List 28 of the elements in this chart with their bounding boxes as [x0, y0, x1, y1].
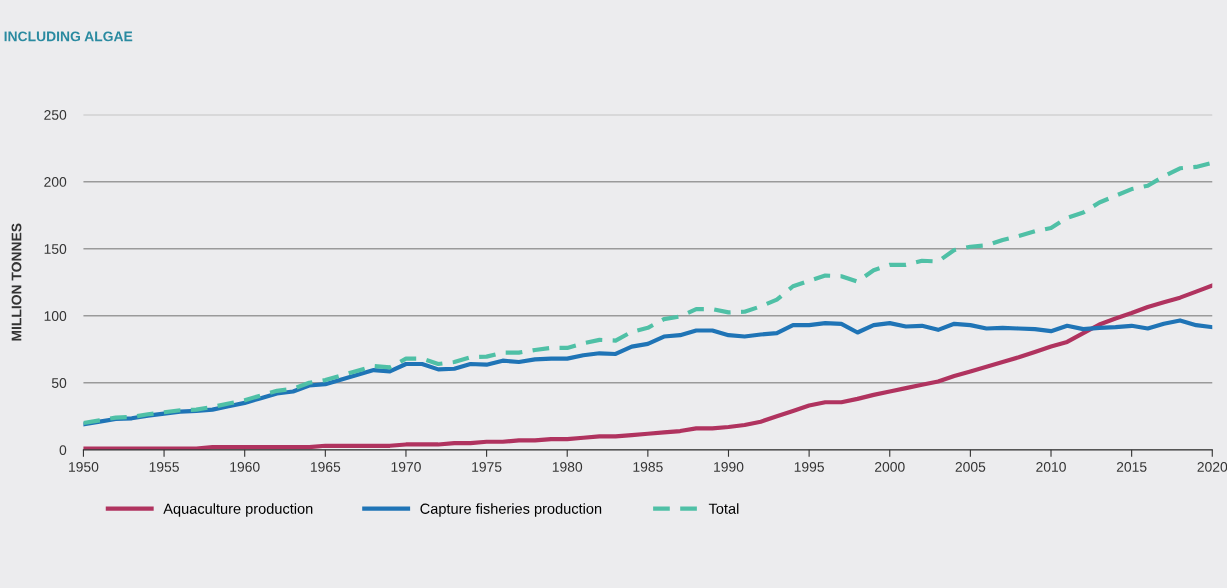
x-tick-label: 1955	[149, 461, 179, 472]
x-tick-label: 1985	[633, 461, 663, 472]
legend-label: Total	[708, 503, 739, 514]
y-axis-title: MILLION TONNES	[11, 223, 22, 341]
legend-label: Aquaculture production	[163, 503, 313, 517]
y-tick-label: 50	[51, 378, 67, 388]
y-tick-label: 100	[44, 311, 67, 321]
x-tick-label: 1950	[69, 461, 99, 472]
line-series	[83, 160, 1213, 426]
x-tick-label: 2015	[1116, 461, 1147, 472]
x-tick-label: 2005	[955, 461, 986, 472]
x-tick-label: 1965	[310, 461, 341, 472]
x-tick-label: 2010	[1036, 461, 1066, 472]
y-tick-label: 250	[44, 109, 67, 120]
chart-title: INCLUDING ALGAE	[4, 31, 133, 42]
x-tick-label: 1970	[391, 461, 421, 472]
y-tick-label: 0	[59, 445, 67, 455]
y-tick-label: 200	[44, 177, 67, 187]
line-series	[83, 318, 1213, 427]
legend-label: Capture fisheries production	[420, 503, 602, 517]
x-tick-label: 1995	[794, 461, 824, 472]
y-tick-label: 150	[44, 244, 67, 254]
x-tick-label: 1960	[230, 461, 260, 472]
x-tick-label: 2020	[1197, 461, 1227, 472]
x-tick-label: 1980	[552, 461, 583, 472]
x-tick-label: 2000	[875, 461, 905, 472]
x-tick-label: 1990	[714, 461, 744, 472]
x-tick-label: 1975	[472, 461, 502, 472]
